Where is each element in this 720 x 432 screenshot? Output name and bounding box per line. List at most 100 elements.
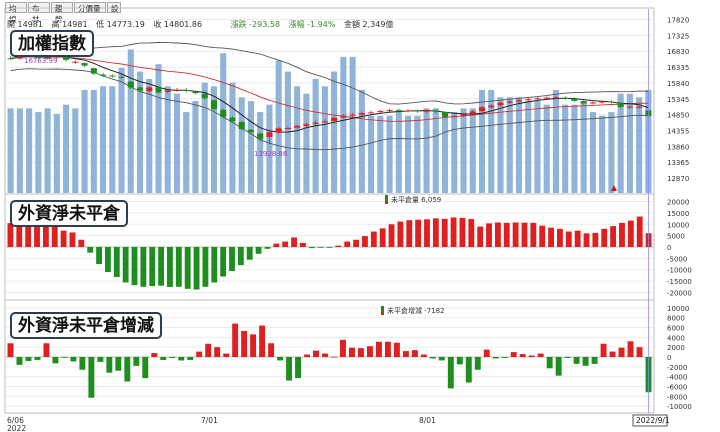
volume-bar [506, 97, 513, 193]
oi-bar [246, 247, 253, 260]
volume-bars [7, 49, 652, 194]
candle-body [451, 116, 458, 118]
volume-bar [321, 86, 328, 193]
candle-body [210, 100, 218, 110]
candle-body [109, 75, 116, 77]
oic-bar [465, 357, 472, 383]
candle-body [266, 132, 273, 137]
volume-bar [377, 115, 384, 193]
oi-bar [503, 222, 510, 247]
oic-bar [600, 343, 607, 357]
bollinger-bands [10, 42, 649, 151]
high-mark-label: 16763.99 [24, 57, 57, 65]
candle-body [192, 91, 199, 94]
oi-bar [184, 247, 191, 289]
oi-bar [158, 247, 165, 286]
volume-bar [626, 93, 633, 193]
oic-bar [447, 357, 454, 389]
oi-bar [468, 219, 475, 247]
oi-bar [140, 247, 147, 287]
candle-body [118, 76, 125, 78]
oi-bar [548, 227, 555, 247]
price-y-tick: 17325 [667, 32, 689, 40]
oi-bar [557, 228, 563, 247]
oi-bar [521, 222, 528, 247]
oi-bar [308, 247, 315, 249]
oic-bar [357, 348, 364, 357]
oic-bar [582, 357, 589, 366]
oi-bar [486, 223, 492, 247]
volume-bar [26, 108, 33, 193]
volume-bar [460, 108, 467, 193]
oi-bar [299, 242, 306, 247]
ma5-line [10, 56, 649, 133]
oic-bar [151, 353, 158, 357]
volume-bar [109, 86, 116, 193]
volume-bar [349, 56, 356, 194]
price-y-tick: 15345 [667, 96, 689, 104]
oic-y-tick: -6000 [667, 383, 687, 391]
oic-bar [546, 357, 553, 369]
candle-body [312, 122, 319, 124]
oic-bar [169, 357, 176, 358]
candle-body [525, 99, 532, 101]
volume-bar [580, 101, 587, 193]
volume-bar [497, 97, 504, 193]
oic-bar [133, 357, 140, 366]
oi-bar [229, 247, 235, 272]
oi-bar [592, 232, 599, 247]
volume-bar [432, 108, 439, 193]
oic-bar [618, 347, 625, 357]
oic-y-tick: 2000 [667, 344, 685, 352]
oic-y-tick: 4000 [667, 334, 685, 342]
oi-bar [78, 239, 85, 247]
oic-bar [340, 339, 346, 357]
oic-bar [25, 357, 32, 361]
candle-body [423, 110, 430, 112]
oi-bar [362, 236, 368, 247]
oic-y-tick: -2000 [667, 364, 687, 372]
oic-bar [214, 347, 221, 357]
oi-bar [627, 220, 634, 247]
oi-bar [211, 247, 218, 283]
oic-bar [88, 357, 95, 398]
oic-bar [348, 347, 355, 357]
oi-bar [610, 226, 617, 247]
oi-bar [167, 247, 173, 287]
candle-body [136, 87, 144, 91]
oic-y-tick: -8000 [667, 393, 687, 401]
oi-bar [69, 232, 76, 247]
candle-body [589, 102, 596, 104]
oic-bar [61, 357, 68, 358]
oic-bar [286, 357, 293, 381]
oic-bar [295, 357, 302, 379]
oi-legend-swatch-up [385, 201, 388, 204]
oi-bar [7, 223, 14, 247]
price-y-tick: 15840 [667, 80, 689, 88]
candle-body [7, 58, 14, 60]
oic-bar [411, 350, 418, 357]
oi-bar [415, 219, 422, 247]
oi-bar [202, 247, 209, 287]
oi-bars [7, 216, 652, 290]
oi-bar [255, 247, 262, 254]
oic-bar [636, 347, 643, 357]
x-tick-label: 6/06 [7, 416, 24, 425]
price-y-tick: 12870 [667, 175, 689, 183]
oi-y-tick: 20000 [667, 199, 689, 207]
candle-body [238, 121, 245, 129]
oic-bar [277, 357, 284, 361]
oic-bar [492, 357, 499, 359]
candle-body [284, 128, 291, 130]
volume-bar [53, 113, 60, 193]
oic-bar [564, 357, 571, 358]
oi-y-tick: 0 [667, 244, 671, 252]
volume-bar [173, 93, 181, 193]
oi-bar [370, 231, 377, 247]
candle-body [127, 81, 134, 88]
oic-bar [223, 353, 230, 357]
volume-bar [636, 97, 643, 193]
oic-bar [16, 357, 23, 365]
oic-bar [70, 357, 77, 362]
oi-bar [450, 217, 457, 247]
